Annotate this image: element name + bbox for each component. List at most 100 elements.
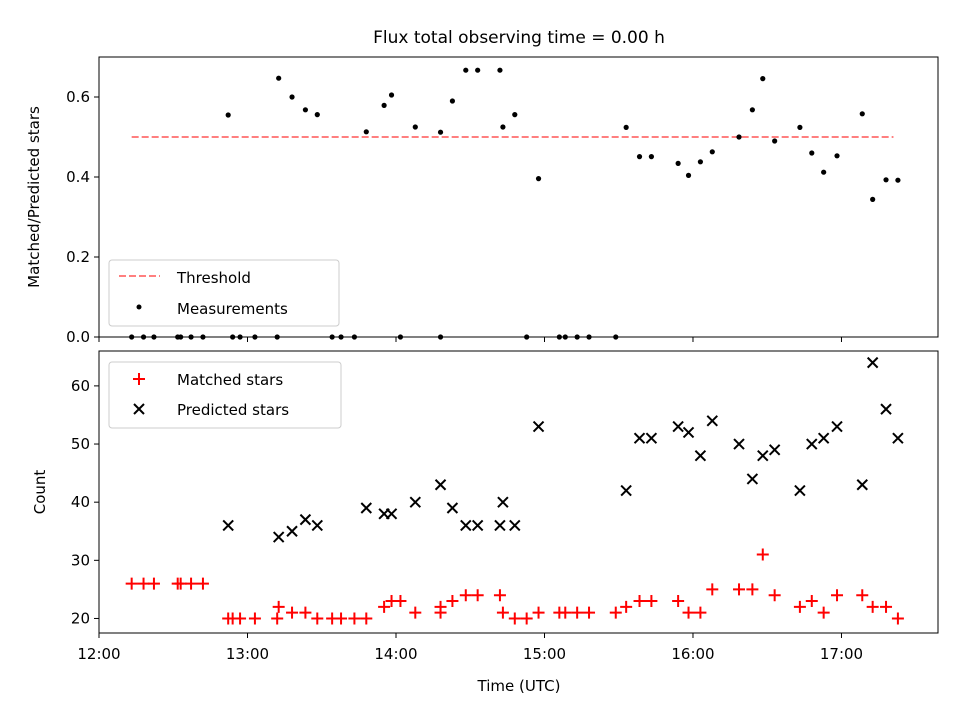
ratio-x-ticks (98, 337, 842, 342)
legend-measurements-label: Measurements (177, 300, 288, 318)
measurement-point (225, 112, 231, 118)
matched-star-point (137, 577, 150, 590)
matched-star-point (746, 583, 759, 596)
legend-measurements-swatch (136, 304, 142, 310)
predicted-star-point (434, 479, 447, 491)
predicted-star-point (620, 484, 632, 497)
measurement-point (437, 129, 444, 135)
matched-star-point (672, 595, 685, 608)
matched-star-point (706, 583, 719, 596)
matched-star-point (756, 548, 769, 561)
measurement-point (449, 98, 456, 104)
matched-star-point (335, 612, 348, 625)
matched-star-point (493, 589, 506, 602)
measurement-point (675, 160, 681, 166)
measurement-point (314, 112, 320, 118)
matched-star-point (520, 612, 533, 625)
ratio-plot-frame (98, 56, 939, 338)
x-tick-label: 17:00 (820, 645, 863, 663)
ratio-y-tick-label: 0.4 (66, 168, 90, 186)
predicted-star-point (409, 496, 422, 508)
predicted-star-point (794, 484, 806, 497)
predicted-star-point (757, 449, 769, 462)
ratio-legend: Threshold Measurements (108, 259, 340, 327)
matched-star-point (508, 612, 521, 625)
matched-star-point (866, 600, 879, 613)
ratio-y-tick-label: 0.0 (66, 328, 90, 346)
predicted-star-point (672, 420, 684, 433)
measurement-point (388, 92, 395, 98)
predicted-star-point (706, 415, 718, 427)
predicted-star-point (222, 519, 234, 532)
matched-star-point (471, 589, 484, 602)
measurement-point (623, 124, 629, 130)
ratio-y-tick-label: 0.2 (66, 248, 90, 266)
measurement-point (797, 124, 803, 130)
matched-star-point (125, 577, 138, 590)
measurement-point (648, 154, 655, 160)
count-y-axis-label: Count (31, 470, 49, 515)
measurement-point (381, 102, 387, 108)
predicted-star-point (360, 502, 372, 514)
measurement-point (749, 107, 755, 113)
ratio-panel: 0.0 0.2 0.4 0.6 Matched/Predicted stars Thr… (25, 56, 939, 346)
x-tick-label: 15:00 (523, 645, 566, 663)
measurement-point (883, 177, 889, 183)
predicted-star-point (494, 519, 506, 532)
matched-star-point (378, 600, 391, 613)
matched-star-point (299, 606, 312, 619)
measurement-point (497, 67, 503, 73)
legend-predicted-swatch (133, 403, 145, 415)
predicted-star-point (817, 432, 830, 444)
predicted-star-point (446, 502, 459, 514)
measurement-point (736, 134, 742, 140)
matched-star-point (805, 595, 818, 608)
measurement-point (697, 159, 704, 165)
measurement-point (535, 176, 542, 182)
matched-star-point (559, 606, 572, 619)
matched-star-point (645, 595, 658, 608)
matched-star-point (583, 606, 596, 619)
count-marks (125, 356, 904, 625)
matched-star-point (286, 606, 299, 619)
measurement-point (772, 138, 778, 144)
measurement-point (685, 172, 692, 178)
matched-star-point (394, 595, 407, 608)
count-y-tick-label: 50 (71, 435, 90, 453)
predicted-star-point (509, 519, 521, 532)
predicted-star-point (856, 479, 868, 491)
measurement-point (834, 153, 840, 159)
matched-star-point (633, 595, 646, 608)
measurement-point (363, 129, 369, 135)
chart-title: Flux total observing time = 0.00 h (373, 28, 665, 48)
x-tick-label: 16:00 (671, 645, 714, 663)
matched-star-point (311, 612, 324, 625)
measurement-point (809, 150, 815, 156)
matched-star-point (817, 606, 830, 619)
predicted-star-point (806, 438, 818, 450)
count-y-axis: 20 30 40 50 60 (71, 377, 99, 627)
measurement-point (709, 149, 715, 155)
predicted-star-point (299, 513, 312, 526)
measurement-point (463, 67, 469, 73)
predicted-star-point (682, 426, 695, 439)
legend-matched-swatch (133, 373, 145, 385)
predicted-star-point (497, 496, 509, 508)
matched-star-point (694, 606, 707, 619)
matched-star-point (185, 577, 198, 590)
matched-star-point (532, 606, 545, 619)
matched-star-point (234, 612, 247, 625)
matched-star-point (174, 577, 187, 590)
x-tick-label: 14:00 (374, 645, 417, 663)
measurement-point (895, 177, 901, 183)
matched-star-point (147, 577, 160, 590)
measurement-point (636, 154, 643, 160)
matched-star-point (271, 612, 284, 625)
measurement-point (289, 94, 295, 100)
predicted-star-point (768, 444, 781, 456)
measurement-point (870, 196, 876, 202)
predicted-star-point (272, 531, 285, 543)
measurement-point (412, 124, 418, 130)
legend-threshold-label: Threshold (176, 269, 251, 287)
